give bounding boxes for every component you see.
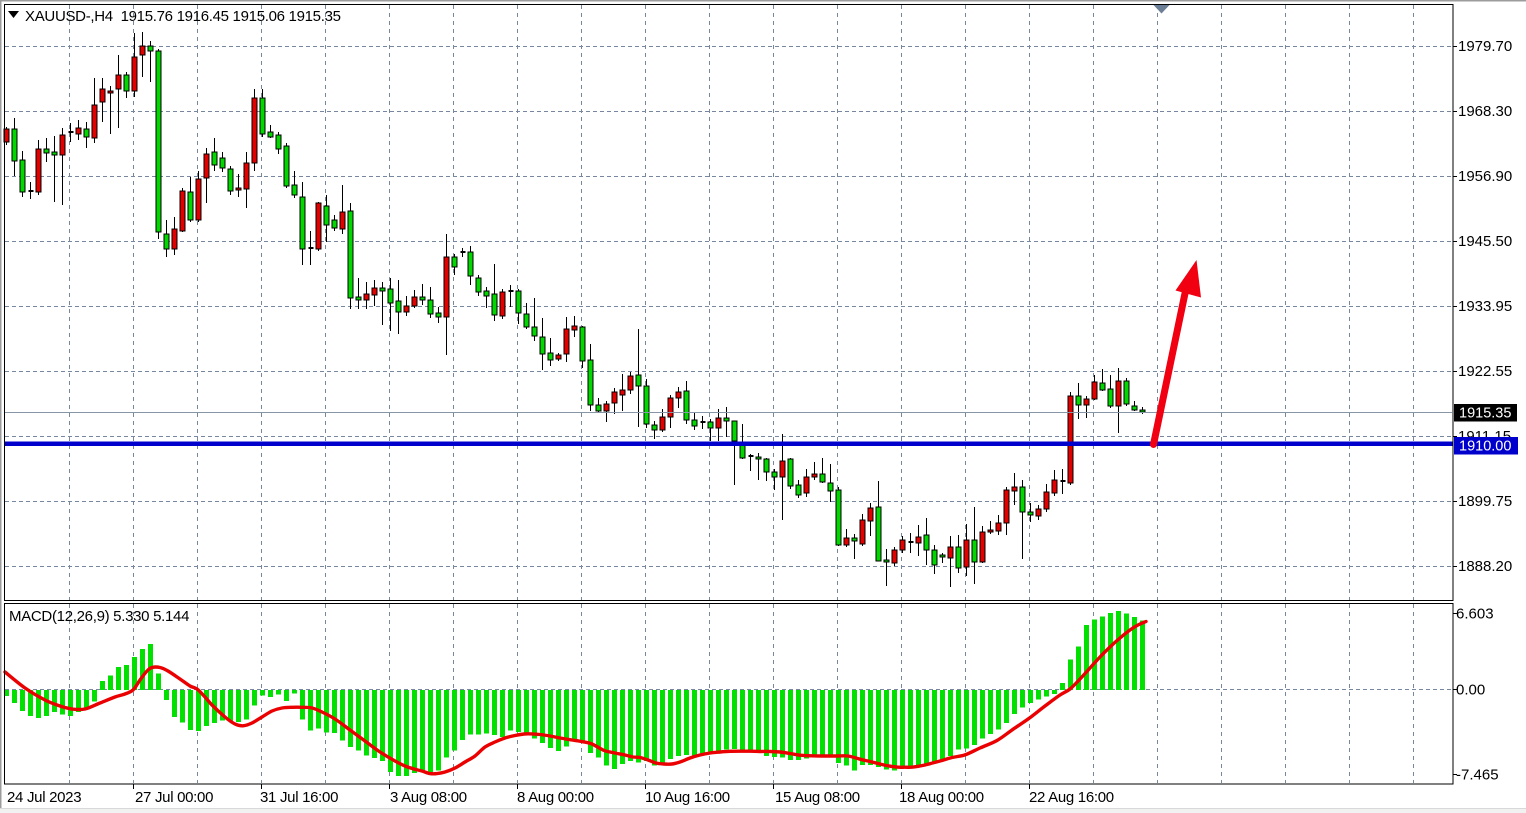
svg-text:1968.30: 1968.30 — [1458, 103, 1512, 120]
svg-text:27 Jul 00:00: 27 Jul 00:00 — [135, 789, 213, 806]
svg-text:1956.90: 1956.90 — [1458, 168, 1512, 185]
svg-text:MACD(12,26,9) 5.330 5.144: MACD(12,26,9) 5.330 5.144 — [9, 608, 189, 625]
svg-text:18 Aug 00:00: 18 Aug 00:00 — [899, 789, 984, 806]
svg-text:1899.75: 1899.75 — [1458, 493, 1512, 510]
svg-text:1910.00: 1910.00 — [1459, 439, 1511, 455]
svg-text:-7.465: -7.465 — [1456, 767, 1499, 784]
svg-text:1888.20: 1888.20 — [1458, 558, 1512, 575]
svg-text:1945.50: 1945.50 — [1458, 233, 1512, 250]
svg-text:15 Aug 08:00: 15 Aug 08:00 — [775, 789, 860, 806]
svg-text:0.00: 0.00 — [1456, 682, 1485, 699]
svg-text:6.603: 6.603 — [1456, 606, 1494, 623]
svg-text:3 Aug 08:00: 3 Aug 08:00 — [390, 789, 467, 806]
svg-text:31 Jul 16:00: 31 Jul 16:00 — [260, 789, 338, 806]
svg-text:1922.55: 1922.55 — [1458, 363, 1512, 380]
svg-text:1979.70: 1979.70 — [1458, 38, 1512, 55]
svg-text:XAUUSD-,H4 1915.76 1916.45 19: XAUUSD-,H4 1915.76 1916.45 1915.06 1915.… — [25, 8, 341, 25]
svg-text:10 Aug 16:00: 10 Aug 16:00 — [645, 789, 730, 806]
svg-text:24 Jul 2023: 24 Jul 2023 — [7, 789, 81, 806]
svg-text:1933.95: 1933.95 — [1458, 298, 1512, 315]
svg-text:22 Aug 16:00: 22 Aug 16:00 — [1029, 789, 1114, 806]
svg-text:8 Aug 00:00: 8 Aug 00:00 — [517, 789, 594, 806]
svg-text:1915.35: 1915.35 — [1459, 406, 1511, 422]
